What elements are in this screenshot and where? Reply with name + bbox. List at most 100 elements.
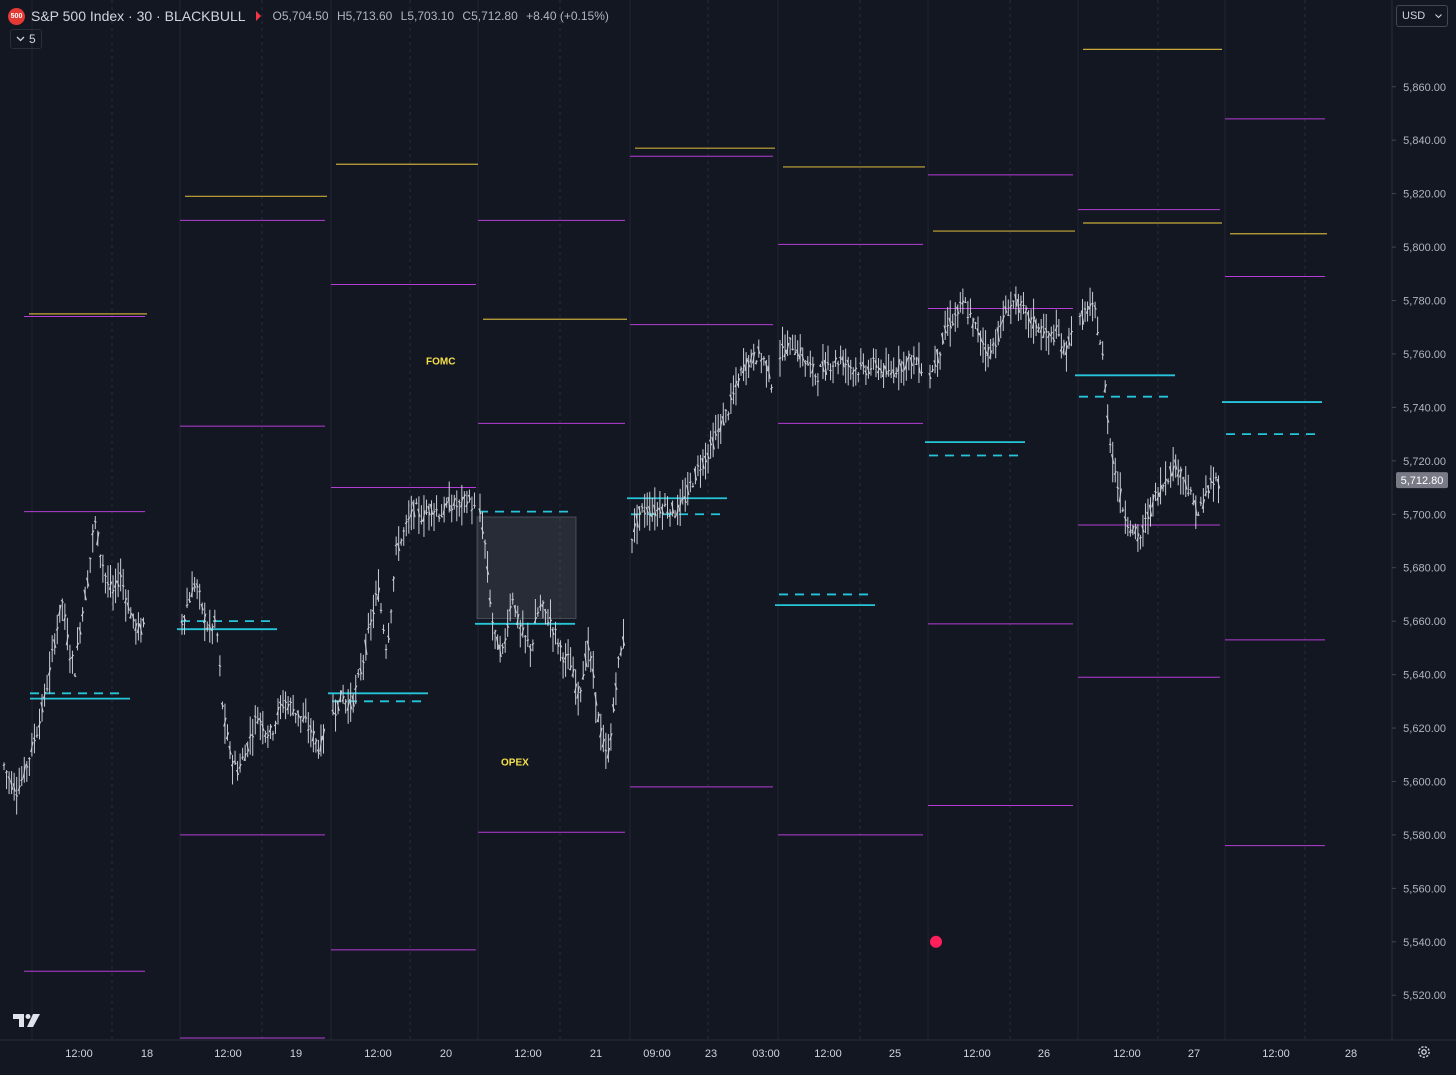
candle-body [89,558,91,559]
alert-marker-dot[interactable] [930,936,942,948]
chevron-down-icon [16,36,25,42]
candle-body [36,735,38,736]
candle-body [435,509,437,510]
candle-body [5,772,7,773]
candle-body [699,470,701,471]
open-value: O5,704.50 [273,9,329,23]
time-tick-label: 18 [141,1048,153,1060]
price-tick-label: 5,640.00 [1403,670,1446,682]
candles [3,286,1220,814]
candle-body [1167,481,1169,482]
candle-body [819,366,821,367]
time-tick-label: 12:00 [65,1048,93,1060]
candle-body [779,358,781,359]
level-lines [24,49,1327,1038]
candle-body [554,629,556,630]
time-tick-label: 09:00 [643,1048,671,1060]
price-tick-label: 5,580.00 [1403,830,1446,842]
candle-body [357,673,359,674]
candle-body [674,516,676,517]
candle-body [727,414,729,416]
time-tick-label: 12:00 [514,1048,542,1060]
candle-body [289,701,291,702]
event-label: FOMC [426,357,455,368]
candle-body [524,636,526,637]
candle-body [456,505,458,507]
candle-body [974,323,976,324]
candle-body [946,325,948,326]
indicators-toggle-button[interactable]: 5 [10,29,42,49]
time-tick-label: 03:00 [752,1048,780,1060]
price-tick-label: 5,820.00 [1403,189,1446,201]
candle-body [617,657,619,659]
time-tick-label: 12:00 [1113,1048,1141,1060]
symbol-header: 500 S&P 500 Index · 30 · BLACKBULL O5,70… [8,6,614,26]
candle-body [307,729,309,730]
candle-body [272,733,274,734]
candle-body [844,364,846,365]
change-value: +8.40 (+0.15%) [526,9,609,23]
time-tick-label: 12:00 [814,1048,842,1060]
symbol-title[interactable]: S&P 500 Index · 30 · BLACKBULL [31,8,246,24]
price-tick-label: 5,680.00 [1403,563,1446,575]
candle-body [725,410,727,411]
price-tick-label: 5,840.00 [1403,135,1446,147]
high-value: H5,713.60 [337,9,392,23]
candle-body [666,512,668,513]
time-tick-label: 23 [705,1048,717,1060]
chevron-down-icon [1435,14,1442,19]
price-tick-label: 5,560.00 [1403,883,1446,895]
candle-body [964,302,966,303]
candle-body [122,585,124,586]
price-tick-label: 5,720.00 [1403,456,1446,468]
candle-body [692,486,694,487]
currency-select[interactable]: USD [1396,5,1448,27]
tradingview-logo-icon[interactable] [12,1011,42,1034]
candle-body [732,393,734,394]
close-value: C5,712.80 [462,9,517,23]
candle-body [3,764,5,765]
time-tick-label: 28 [1345,1048,1357,1060]
candle-body [697,465,699,467]
price-tick-label: 5,600.00 [1403,776,1446,788]
candle-body [254,716,256,718]
ohlc-values: O5,704.50 H5,713.60 L5,703.10 C5,712.80 … [273,9,614,23]
price-tick-label: 5,780.00 [1403,296,1446,308]
symbol-badge-icon[interactable]: 500 [8,8,25,25]
candle-body [1109,444,1111,445]
price-tick-label: 5,520.00 [1403,990,1446,1002]
candle-body [219,665,221,666]
candle-body [1139,537,1141,538]
candle-body [605,750,607,751]
flag-icon[interactable] [256,11,261,21]
settings-gear-icon[interactable] [1416,1044,1432,1065]
candle-body [527,640,529,641]
candle-body [1154,492,1156,493]
candle-body [186,605,188,607]
time-tick-label: 27 [1188,1048,1200,1060]
candle-body [104,575,106,577]
candle-body [1091,303,1093,304]
candle-body [1079,315,1081,316]
candle-body [241,757,243,758]
candle-body [1101,354,1103,356]
candle-body [1200,502,1202,503]
price-tick-label: 5,540.00 [1403,937,1446,949]
candle-body [763,358,765,359]
price-tick-label: 5,660.00 [1403,616,1446,628]
candle-body [959,302,961,303]
candle-body [198,591,200,592]
candle-body [425,512,427,513]
time-tick-label: 20 [440,1048,452,1060]
currency-label: USD [1402,10,1425,22]
candle-body [814,376,816,377]
candle-body [94,521,96,522]
price-tick-label: 5,740.00 [1403,402,1446,414]
candle-body [375,593,377,594]
time-tick-label: 12:00 [214,1048,242,1060]
range-box [477,517,576,619]
